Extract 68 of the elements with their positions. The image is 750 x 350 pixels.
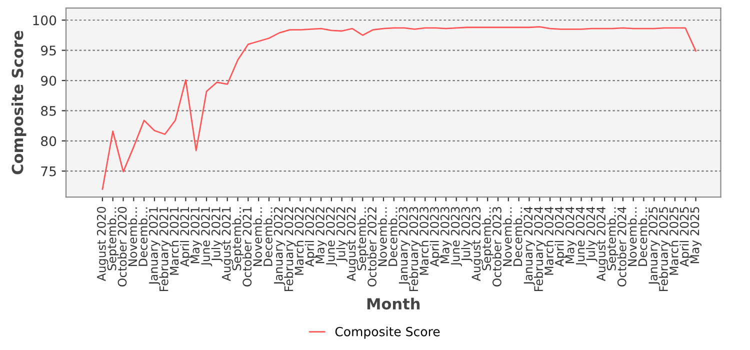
x-tick-label: October 2024 [617, 206, 626, 286]
x-tick-label: April 2021 [180, 207, 192, 267]
x-tick-label: Novemb… [252, 207, 262, 266]
x-tick-label: Decemb… [388, 207, 398, 266]
x-tick-label: Septemb… [606, 207, 618, 270]
x-tick-label: August 2022 [346, 207, 358, 282]
x-tick-label: Novemb… [128, 207, 138, 266]
x-tick-label: Septemb… [356, 207, 368, 270]
x-tick-label: June 2024 [576, 206, 587, 266]
x-tick-label: October 2023 [492, 207, 502, 286]
x-tick-label: April 2023 [430, 207, 442, 267]
x-tick-label: August 2023 [472, 207, 483, 282]
x-tick-label: August 2024 [596, 206, 608, 282]
x-tick-label: June 2021 [201, 207, 212, 266]
legend-label: Composite Score [335, 326, 440, 339]
x-tick-label: Decemb… [638, 207, 648, 266]
x-tick-label: May 2024 [565, 206, 577, 264]
x-tick-label: Novemb… [502, 207, 512, 266]
x-tick-label: July 2023 [461, 207, 472, 262]
x-tick-label: May 2023 [440, 207, 452, 264]
x-tick-label: February 2023 [409, 207, 420, 292]
x-tick-label: May 2022 [316, 207, 327, 264]
x-tick-label: March 2024 [544, 206, 554, 275]
x-tick-label: March 2025 [669, 207, 678, 275]
x-tick-label: May 2021 [190, 207, 202, 264]
x-tick-label: Septemb… [482, 207, 494, 270]
y-tick-label: 100 [33, 15, 56, 26]
x-tick-label: January 2025 [648, 207, 660, 286]
x-axis-title: Month [367, 298, 420, 310]
x-tick-label: January 2023 [398, 207, 410, 286]
y-tick-label: 95 [41, 46, 56, 56]
x-tick-label: February 2024 [534, 206, 546, 292]
y-axis-title: Composite Score [11, 30, 26, 174]
line-series [102, 26, 696, 190]
x-tick-label: Septemb… [107, 207, 119, 270]
x-tick-label: April 2024 [554, 206, 566, 267]
x-tick-label: May 2025 [690, 207, 702, 264]
x-tick-label: July 2021 [211, 207, 223, 262]
x-tick-label: April 2025 [680, 207, 692, 267]
x-tick-label: April 2022 [304, 207, 316, 267]
x-tick-label: February 2022 [284, 207, 296, 292]
x-tick-label: January 2021 [148, 207, 160, 286]
y-tick-label: 75 [41, 166, 56, 176]
x-tick-label: Decemb… [263, 207, 272, 266]
x-tick-label: Novemb… [378, 207, 387, 266]
x-tick-label: March 2022 [294, 207, 304, 275]
y-tick-label: 80 [41, 136, 56, 146]
x-tick-label: June 2022 [326, 207, 338, 266]
y-tick-label: 85 [41, 106, 56, 116]
x-tick-label: Septemb… [232, 207, 244, 270]
x-tick-label: February 2025 [658, 207, 670, 292]
x-tick-label: Decemb… [513, 207, 522, 266]
x-tick-label: July 2022 [336, 207, 348, 262]
y-tick-label: 90 [41, 76, 56, 86]
x-tick-label: August 2021 [222, 207, 234, 282]
x-tick-label: January 2024 [524, 206, 535, 286]
x-tick-label: March 2021 [170, 207, 179, 275]
x-tick-label: February 2021 [159, 207, 171, 292]
x-tick-label: Novemb… [628, 207, 637, 266]
x-tick-label: July 2024 [586, 206, 598, 262]
x-tick-label: October 2022 [367, 207, 376, 286]
x-tick-label: June 2023 [450, 207, 462, 266]
x-tick-label: January 2022 [274, 207, 286, 286]
x-tick-label: October 2021 [242, 207, 252, 286]
x-tick-label: October 2020 [118, 206, 127, 286]
x-tick-label: Decemb… [138, 207, 148, 266]
x-tick-label: August 2020 [96, 206, 108, 282]
x-tick-label: March 2023 [419, 207, 429, 275]
